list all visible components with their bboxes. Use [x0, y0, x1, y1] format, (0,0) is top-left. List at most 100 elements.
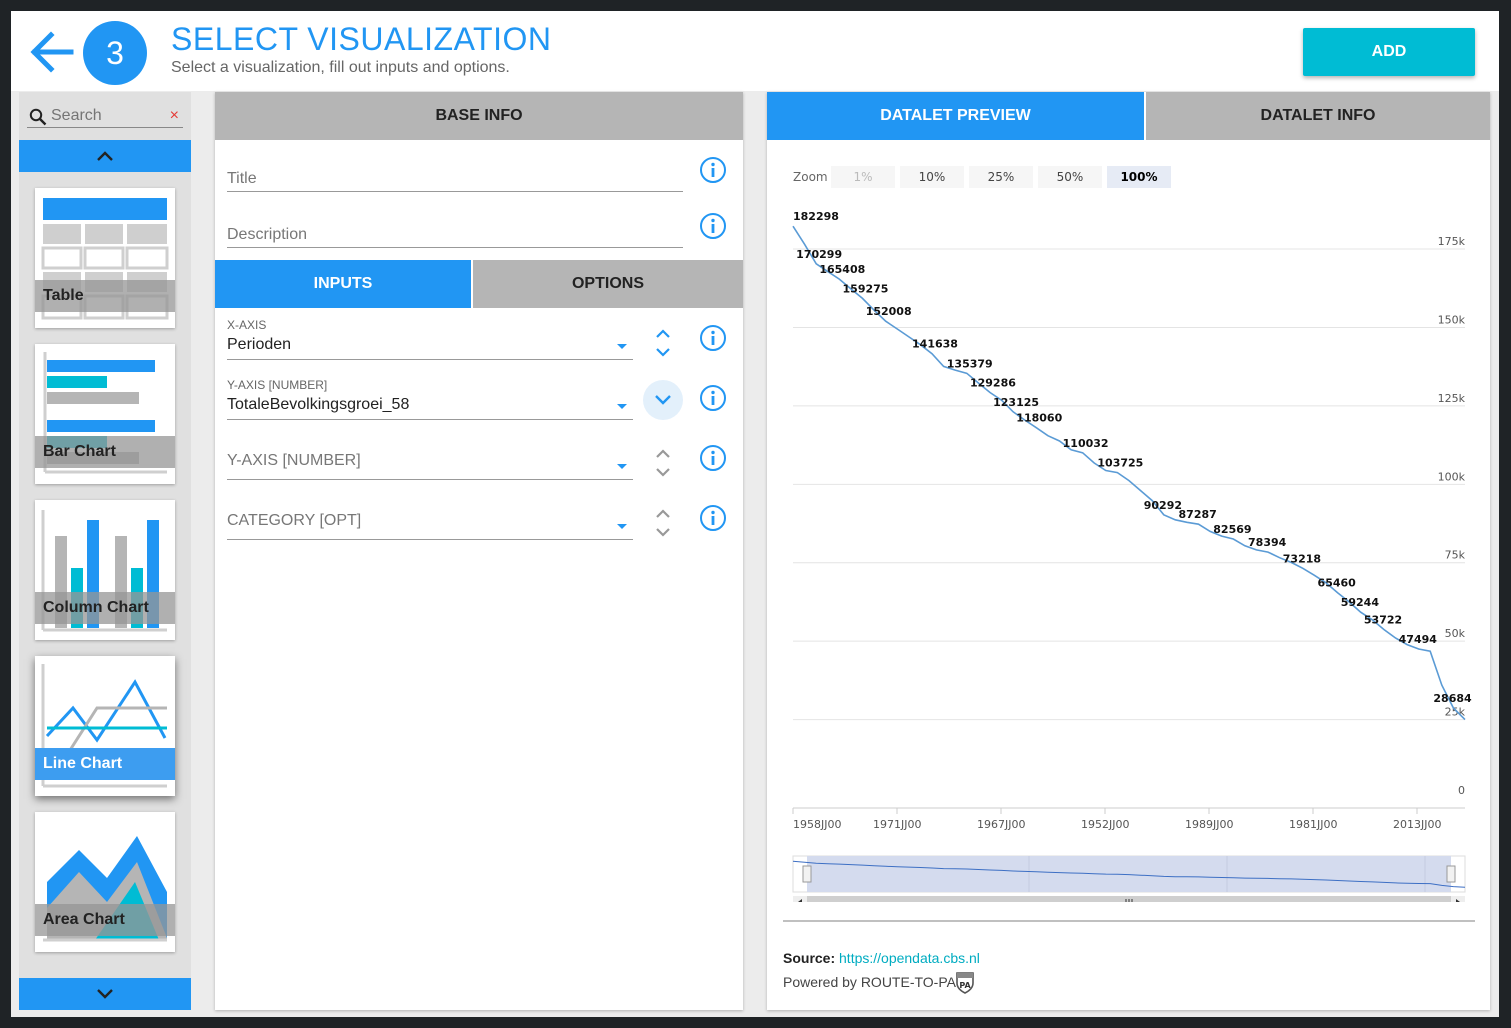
category-placeholder: CATEGORY [OPT] [227, 512, 362, 529]
info-icon[interactable] [699, 212, 727, 240]
x-tick-label: 1967JJ00 [977, 818, 1025, 831]
info-icon[interactable] [699, 444, 727, 472]
add-button[interactable]: ADD [1303, 28, 1475, 76]
config-panel: BASE INFO Title Description INPUTS OPTIO… [215, 92, 743, 1010]
search-box: × [27, 106, 183, 128]
info-icon[interactable] [699, 504, 727, 532]
chevron-down-icon [97, 989, 113, 999]
source-line: Source: https://opendata.cbs.nl [783, 950, 980, 966]
data-label: 28684 [1433, 692, 1472, 705]
scroll-down-button[interactable] [19, 978, 191, 1010]
data-label: 90292 [1144, 499, 1182, 512]
scroll-up-button[interactable] [19, 140, 191, 172]
dialog-header: 3 SELECT VISUALIZATION Select a visualiz… [11, 11, 1499, 91]
sort-toggle-icon[interactable] [651, 506, 675, 540]
badge-text: PA [959, 981, 971, 990]
viz-card-line-chart[interactable]: Line Chart [35, 656, 175, 796]
description-field[interactable]: Description [227, 224, 683, 248]
viz-card-label: Area Chart [35, 904, 175, 936]
preview-panel: DATALET PREVIEW DATALET INFO Zoom 1% 10%… [767, 92, 1490, 1010]
viz-card-column-chart[interactable]: Column Chart [35, 500, 175, 640]
data-label: 47494 [1399, 633, 1438, 646]
y-axis-2-select[interactable]: Y-AXIS [NUMBER] [227, 432, 633, 480]
y-tick-label: 0 [1458, 784, 1465, 797]
data-label: 118060 [1016, 412, 1062, 425]
y-axis-2-placeholder: Y-AXIS [NUMBER] [227, 452, 361, 469]
page-subtitle: Select a visualization, fill out inputs … [171, 59, 510, 76]
x-tick-label: 2013JJ00 [1393, 818, 1441, 831]
dropdown-caret-icon [617, 464, 627, 469]
navigator-selection[interactable] [807, 856, 1451, 892]
viz-card-area-chart[interactable]: Area Chart [35, 812, 175, 952]
y-tick-label: 75k [1445, 549, 1466, 562]
data-label: 170299 [796, 248, 842, 261]
zoom-50-button[interactable]: 50% [1038, 166, 1102, 188]
info-icon[interactable] [699, 324, 727, 352]
y-axis-value: TotaleBevolkingsgroei_58 [227, 396, 410, 413]
zoom-25-button[interactable]: 25% [969, 166, 1033, 188]
tab-options[interactable]: OPTIONS [473, 260, 743, 308]
data-label: 141638 [912, 338, 958, 351]
dropdown-caret-icon [617, 404, 627, 409]
route-to-pa-badge-icon: PA [956, 972, 974, 994]
source-label: Source: [783, 950, 836, 966]
title-field[interactable]: Title [227, 168, 683, 192]
title-field-label: Title [227, 170, 257, 187]
y-tick-label: 100k [1438, 470, 1466, 483]
x-tick-label: 1981JJ00 [1289, 818, 1337, 831]
scroll-right-icon[interactable] [1456, 899, 1460, 902]
line-chart-thumbnail-icon [41, 664, 167, 788]
navigator-handle[interactable] [802, 865, 812, 883]
sort-toggle-icon[interactable] [651, 446, 675, 480]
x-tick-label: 1989JJ00 [1185, 818, 1233, 831]
viz-card-bar-chart[interactable]: Bar Chart [35, 344, 175, 484]
description-field-label: Description [227, 226, 308, 243]
data-label: 87287 [1179, 508, 1217, 521]
viz-card-label: Line Chart [35, 748, 175, 780]
tab-datalet-preview[interactable]: DATALET PREVIEW [767, 92, 1144, 140]
data-label: 82569 [1213, 523, 1251, 536]
y-tick-label: 50k [1445, 627, 1466, 640]
data-label: 135379 [947, 357, 993, 370]
data-label: 65460 [1318, 577, 1357, 590]
viz-card-table[interactable]: Table [35, 188, 175, 328]
data-label: 103725 [1097, 457, 1143, 470]
y-axis-label: Y-AXIS [NUMBER] [227, 378, 328, 392]
category-select[interactable]: CATEGORY [OPT] [227, 492, 633, 540]
data-label: 182298 [793, 210, 839, 223]
data-label: 73218 [1283, 552, 1321, 565]
x-axis-label: X-AXIS [227, 318, 267, 332]
info-icon[interactable] [699, 384, 727, 412]
zoom-1-button[interactable]: 1% [831, 166, 895, 188]
powered-by-text: Powered by ROUTE-TO-PA [783, 974, 956, 990]
tab-datalet-info[interactable]: DATALET INFO [1146, 92, 1490, 140]
source-link[interactable]: https://opendata.cbs.nl [839, 950, 980, 966]
navigator-handle[interactable] [1446, 865, 1456, 883]
info-icon[interactable] [699, 156, 727, 184]
x-tick-label: 1958JJ00 [793, 818, 841, 831]
sort-toggle-icon[interactable] [651, 326, 675, 360]
visualization-picker: × Table [19, 92, 191, 1010]
data-label: 53722 [1364, 613, 1402, 626]
visualization-dialog: 3 SELECT VISUALIZATION Select a visualiz… [11, 11, 1499, 1017]
tab-inputs[interactable]: INPUTS [215, 260, 471, 308]
dropdown-caret-icon [617, 344, 627, 349]
x-tick-label: 1952JJ00 [1081, 818, 1129, 831]
clear-search-icon[interactable]: × [169, 107, 179, 124]
sort-descending-icon[interactable] [643, 380, 683, 420]
data-label: 59244 [1341, 596, 1380, 609]
navigator-series [792, 860, 1466, 888]
y-axis-select[interactable]: Y-AXIS [NUMBER] TotaleBevolkingsgroei_58 [227, 372, 633, 420]
x-axis-value: Perioden [227, 336, 292, 353]
search-input[interactable] [51, 106, 161, 126]
zoom-10-button[interactable]: 10% [900, 166, 964, 188]
y-tick-label: 125k [1438, 392, 1466, 405]
zoom-100-button[interactable]: 100% [1107, 166, 1171, 188]
back-arrow-icon[interactable] [29, 29, 75, 75]
step-number-badge: 3 [83, 21, 147, 85]
data-label: 159275 [843, 282, 889, 295]
x-axis-select[interactable]: X-AXIS Perioden [227, 312, 633, 360]
data-label: 123125 [993, 396, 1039, 409]
scroll-left-icon[interactable] [798, 899, 802, 902]
viz-card-label: Bar Chart [35, 436, 175, 468]
